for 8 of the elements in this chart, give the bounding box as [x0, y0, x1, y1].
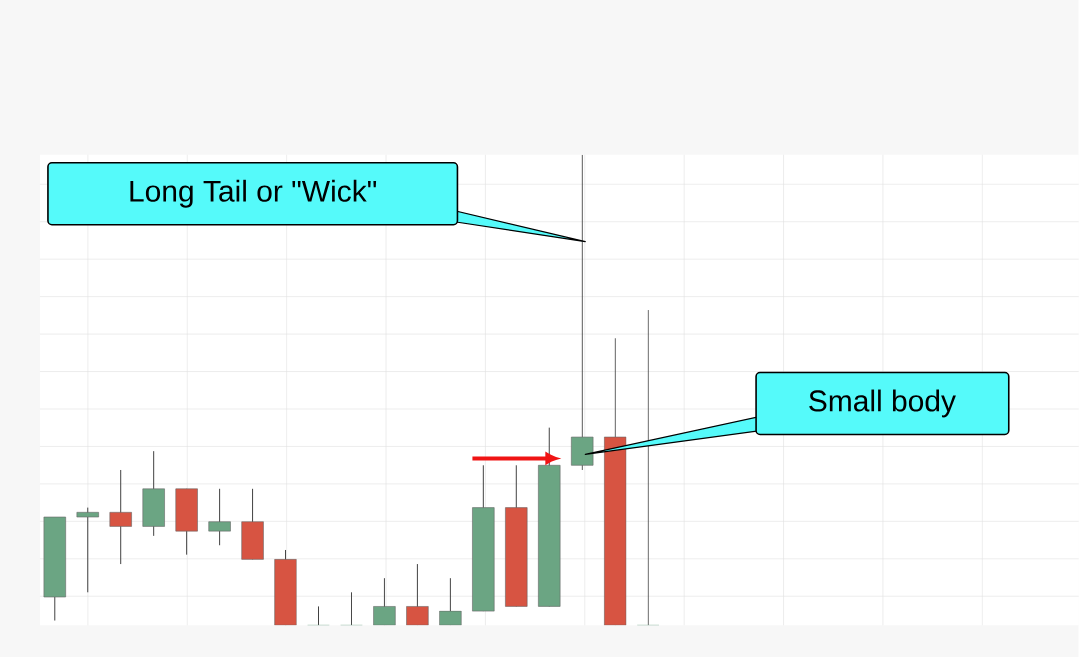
candlestick: [208, 488, 231, 546]
annotation: Long Tail or "Wick": [130, 179, 377, 208]
candlestick: [76, 507, 99, 593]
text: Small body: [809, 389, 956, 418]
candlestick: [439, 577, 462, 626]
candlestick: [571, 154, 594, 471]
candlestick: [109, 469, 132, 565]
candlestick: [406, 563, 429, 626]
